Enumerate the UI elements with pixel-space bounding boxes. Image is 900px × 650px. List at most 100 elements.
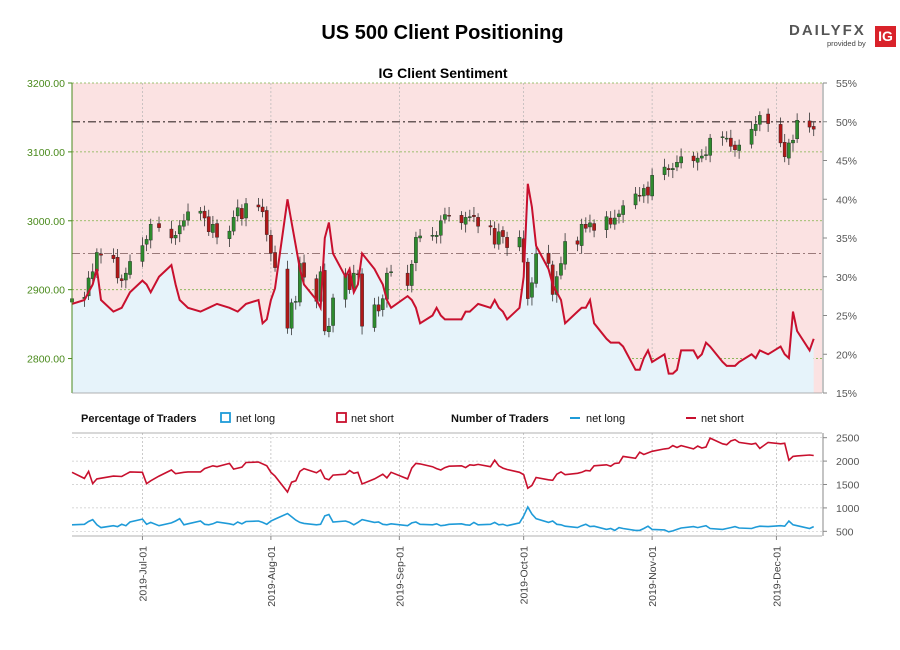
candle-body [173, 235, 178, 239]
candle-body [115, 257, 120, 279]
candle-body [99, 253, 103, 256]
candle-body [273, 252, 277, 268]
x-tick-label: 2019-Aug-01 [266, 546, 278, 607]
dailyfx-logo[interactable]: DAILYFX provided by IG [787, 22, 899, 50]
candle-body [526, 261, 530, 299]
candle-body [700, 155, 704, 159]
candle-body [575, 240, 580, 245]
candle-body [787, 142, 791, 159]
candle-body [472, 215, 476, 217]
candle-body [260, 206, 265, 213]
candle-body [405, 272, 410, 286]
candle-body [708, 137, 712, 156]
candle-body [177, 225, 182, 235]
candle-body [807, 120, 812, 128]
candle-body [343, 273, 348, 300]
candle-body [749, 128, 754, 145]
trader-count-lines [71, 437, 815, 533]
candle-body [148, 224, 153, 241]
price-tick-label: 3200.00 [27, 78, 65, 90]
price-tick-label: 3100.00 [27, 147, 65, 159]
candle-body [642, 188, 646, 197]
x-tick-label: 2019-Dec-01 [771, 546, 783, 607]
candle-body [534, 253, 538, 284]
candle-body [778, 124, 783, 144]
candle-body [733, 144, 737, 151]
candle-body [662, 166, 667, 175]
candle-body [331, 297, 335, 326]
pct-tick-label: 20% [836, 349, 857, 361]
candle-body [124, 272, 128, 281]
brand-wordmark: DAILYFX [789, 22, 866, 39]
pct-tick-label: 45% [836, 156, 857, 168]
x-tick-label: 2019-Nov-01 [647, 546, 659, 607]
net-long-count-line [71, 505, 815, 533]
candle-body [434, 235, 439, 237]
price-tick-label: 3000.00 [27, 216, 65, 228]
legend-net-long-label: net long [236, 413, 275, 425]
candle-body [695, 157, 700, 163]
candle-body [555, 276, 559, 295]
candle-body [463, 217, 468, 225]
candle-body [579, 224, 584, 246]
x-tick-label: 2019-Oct-01 [519, 546, 531, 605]
candle-body [182, 220, 186, 227]
candle-body [613, 217, 617, 225]
candle-body [140, 245, 145, 262]
candle-body [621, 205, 625, 215]
candle-body [211, 224, 215, 233]
count-tick-label: 1500 [836, 480, 860, 492]
candle-body [285, 268, 290, 329]
pct-tick-label: 40% [836, 194, 857, 206]
candle-body [169, 228, 174, 239]
candle-body [492, 228, 497, 245]
pct-tick-label: 15% [836, 388, 857, 400]
candle-body [360, 273, 364, 327]
candle-body [563, 241, 567, 265]
candle-body [691, 155, 696, 162]
candle-body [128, 261, 132, 275]
candle-body [447, 215, 451, 217]
candle-body [633, 193, 638, 206]
sentiment-area [72, 183, 814, 393]
candle-body [380, 298, 385, 310]
legend-count-short-label: net short [701, 413, 744, 425]
x-tick-label: 2019-Sep-01 [394, 546, 406, 607]
candle-body [438, 220, 443, 236]
candle-body [327, 325, 331, 332]
price-tick-label: 2800.00 [27, 354, 65, 366]
candle-body [240, 208, 244, 219]
candle-body [414, 237, 418, 264]
candle-body [459, 215, 464, 224]
candle-body [584, 224, 588, 229]
candle-body [467, 216, 472, 218]
candle-body [679, 156, 683, 164]
candle-body [646, 186, 650, 196]
pct-tick-label: 55% [836, 78, 857, 90]
price-tick-label: 2900.00 [27, 285, 65, 297]
candle-body [650, 175, 654, 197]
candle-body [782, 142, 787, 157]
candle-body [704, 154, 708, 156]
candle-body [256, 204, 261, 208]
count-tick-label: 2000 [836, 456, 860, 468]
pct-tick-label: 35% [836, 233, 857, 245]
net-short-pct-line [71, 183, 815, 375]
candle-body [592, 223, 596, 231]
legend-net-long-swatch [220, 412, 231, 423]
count-tick-label: 500 [836, 526, 854, 538]
candle-body [111, 255, 116, 259]
net-short-count-line [71, 437, 814, 494]
x-axis-ticks: 2019-Jul-01 2019-Aug-01 2019-Sep-01 2019-Oc… [137, 536, 783, 607]
legend-net-short-swatch [336, 412, 347, 423]
candle-body [119, 278, 124, 281]
candle-body [322, 270, 327, 332]
candle-body [530, 282, 534, 298]
candle-body [666, 168, 671, 171]
candle-body [758, 115, 762, 125]
candle-body [293, 301, 298, 303]
legend-count-heading: Number of Traders [451, 413, 549, 425]
provided-by-label: provided by [827, 39, 866, 48]
candle-body [729, 137, 733, 147]
